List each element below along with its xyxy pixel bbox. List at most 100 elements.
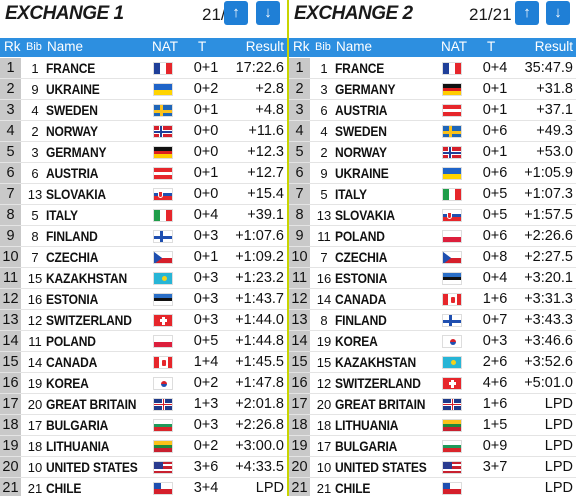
table-row[interactable]: 21 21 CHILE LPD bbox=[289, 478, 576, 496]
penalty-cell: 0+8 bbox=[482, 249, 508, 265]
table-row[interactable]: 14 19 KOREA 0+3 +3:46.6 bbox=[289, 331, 576, 352]
exchange-1-panel: EXCHANGE 1 21/21 ↑ ↓ Rk Bib Name NAT T R… bbox=[0, 0, 287, 496]
penalty-cell: 0+5 bbox=[482, 207, 508, 223]
table-row[interactable]: 8 5 ITALY 0+4 +39.1 bbox=[0, 205, 287, 226]
table-row[interactable]: 4 4 SWEDEN 0+6 +49.3 bbox=[289, 121, 576, 142]
rank-cell: 3 bbox=[0, 100, 21, 120]
flag-icon bbox=[153, 335, 173, 348]
rank-cell: 9 bbox=[0, 226, 21, 246]
team-name: CZECHIA bbox=[46, 249, 99, 265]
rank-cell: 19 bbox=[0, 436, 21, 456]
result-cell: +15.4 bbox=[247, 186, 284, 202]
penalty-cell: 1+3 bbox=[193, 396, 219, 412]
bib-cell: 1 bbox=[31, 61, 39, 76]
table-row[interactable]: 9 8 FINLAND 0+3 +1:07.6 bbox=[0, 226, 287, 247]
penalty-cell: 0+0 bbox=[193, 144, 219, 160]
table-row[interactable]: 19 17 BULGARIA 0+9 LPD bbox=[289, 436, 576, 457]
team-name: UKRAINE bbox=[335, 165, 389, 181]
table-row[interactable]: 4 2 NORWAY 0+0 +11.6 bbox=[0, 121, 287, 142]
table-row[interactable]: 20 10 UNITED STATES 3+6 +4:33.5 bbox=[0, 457, 287, 478]
flag-icon bbox=[153, 377, 173, 390]
table-row[interactable]: 13 12 SWITZERLAND 0+3 +1:44.0 bbox=[0, 310, 287, 331]
table-row[interactable]: 16 19 KOREA 0+2 +1:47.8 bbox=[0, 373, 287, 394]
table-row[interactable]: 8 13 SLOVAKIA 0+5 +1:57.5 bbox=[289, 205, 576, 226]
table-row[interactable]: 19 18 LITHUANIA 0+2 +3:00.0 bbox=[0, 436, 287, 457]
table-row[interactable]: 21 21 CHILE 3+4 LPD bbox=[0, 478, 287, 496]
team-name: BULGARIA bbox=[335, 438, 398, 454]
table-row[interactable]: 10 7 CZECHIA 0+1 +1:09.2 bbox=[0, 247, 287, 268]
flag-icon bbox=[442, 398, 462, 411]
penalty-cell: 0+4 bbox=[482, 60, 508, 76]
bib-cell: 15 bbox=[27, 271, 43, 286]
table-row[interactable]: 3 4 SWEDEN 0+1 +4.8 bbox=[0, 100, 287, 121]
team-name: BULGARIA bbox=[46, 417, 109, 433]
rank-cell: 16 bbox=[289, 373, 310, 393]
table-row[interactable]: 15 14 CANADA 1+4 +1:45.5 bbox=[0, 352, 287, 373]
penalty-cell: 3+4 bbox=[193, 480, 219, 496]
result-cell: +37.1 bbox=[536, 102, 573, 118]
penalty-cell: 0+1 bbox=[193, 102, 219, 118]
flag-icon bbox=[153, 146, 173, 159]
result-cell: +49.3 bbox=[536, 123, 573, 139]
table-row[interactable]: 7 5 ITALY 0+5 +1:07.3 bbox=[289, 184, 576, 205]
rank-cell: 10 bbox=[0, 247, 21, 267]
arrow-up-icon: ↑ bbox=[232, 4, 240, 21]
table-row[interactable]: 13 8 FINLAND 0+7 +3:43.3 bbox=[289, 310, 576, 331]
scroll-up-button[interactable]: ↑ bbox=[224, 1, 248, 25]
flag-icon bbox=[153, 398, 173, 411]
table-row[interactable]: 18 18 LITHUANIA 1+5 LPD bbox=[289, 415, 576, 436]
table-row[interactable]: 14 11 POLAND 0+5 +1:44.8 bbox=[0, 331, 287, 352]
table-row[interactable]: 11 16 ESTONIA 0+4 +3:20.1 bbox=[289, 268, 576, 289]
table-row[interactable]: 17 20 GREAT BRITAIN 1+6 LPD bbox=[289, 394, 576, 415]
table-row[interactable]: 11 15 KAZAKHSTAN 0+3 +1:23.2 bbox=[0, 268, 287, 289]
table-row[interactable]: 1 1 FRANCE 0+4 35:47.9 bbox=[289, 58, 576, 79]
penalty-cell: 0+1 bbox=[482, 81, 508, 97]
flag-icon bbox=[153, 62, 173, 75]
result-cell: +1:47.8 bbox=[235, 375, 284, 391]
rank-cell: 6 bbox=[289, 163, 310, 183]
bib-cell: 2 bbox=[31, 124, 39, 139]
penalty-cell: 3+6 bbox=[193, 459, 219, 475]
table-row[interactable]: 16 12 SWITZERLAND 4+6 +5:01.0 bbox=[289, 373, 576, 394]
header-result: Result bbox=[245, 39, 284, 54]
rank-cell: 8 bbox=[0, 205, 21, 225]
flag-icon bbox=[442, 377, 462, 390]
table-row[interactable]: 3 6 AUSTRIA 0+1 +37.1 bbox=[289, 100, 576, 121]
table-row[interactable]: 1 1 FRANCE 0+1 17:22.6 bbox=[0, 58, 287, 79]
table-row[interactable]: 2 3 GERMANY 0+1 +31.8 bbox=[289, 79, 576, 100]
table-row[interactable]: 5 3 GERMANY 0+0 +12.3 bbox=[0, 142, 287, 163]
result-cell: +2.8 bbox=[255, 81, 284, 97]
table-row[interactable]: 6 9 UKRAINE 0+6 +1:05.9 bbox=[289, 163, 576, 184]
team-name: CANADA bbox=[46, 354, 98, 370]
scroll-up-button[interactable]: ↑ bbox=[515, 1, 539, 25]
table-row[interactable]: 7 13 SLOVAKIA 0+0 +15.4 bbox=[0, 184, 287, 205]
table-row[interactable]: 9 11 POLAND 0+6 +2:26.6 bbox=[289, 226, 576, 247]
team-name: FRANCE bbox=[46, 60, 96, 76]
table-row[interactable]: 2 9 UKRAINE 0+2 +2.8 bbox=[0, 79, 287, 100]
header-t: T bbox=[198, 39, 207, 54]
result-cell: +11.6 bbox=[248, 123, 284, 139]
result-cell: +1:57.5 bbox=[524, 207, 573, 223]
table-row[interactable]: 17 20 GREAT BRITAIN 1+3 +2:01.8 bbox=[0, 394, 287, 415]
penalty-cell: 0+3 bbox=[193, 291, 219, 307]
table-row[interactable]: 6 6 AUSTRIA 0+1 +12.7 bbox=[0, 163, 287, 184]
table-header: Rk Bib Name NAT T Result bbox=[289, 38, 576, 57]
result-cell: LPD bbox=[544, 396, 573, 412]
table-row[interactable]: 5 2 NORWAY 0+1 +53.0 bbox=[289, 142, 576, 163]
results-list: 1 1 FRANCE 0+4 35:47.9 2 3 GERMANY 0+1 +31.8 3 6 AUS… bbox=[289, 58, 576, 496]
result-cell: +53.0 bbox=[536, 144, 573, 160]
team-name: KAZAKHSTAN bbox=[46, 270, 128, 286]
bib-cell: 20 bbox=[316, 397, 332, 412]
flag-icon bbox=[153, 209, 173, 222]
table-row[interactable]: 18 17 BULGARIA 0+3 +2:26.8 bbox=[0, 415, 287, 436]
table-row[interactable]: 20 10 UNITED STATES 3+7 LPD bbox=[289, 457, 576, 478]
table-row[interactable]: 10 7 CZECHIA 0+8 +2:27.5 bbox=[289, 247, 576, 268]
header-bib: Bib bbox=[315, 41, 331, 53]
rank-cell: 15 bbox=[0, 352, 21, 372]
scroll-down-button[interactable]: ↓ bbox=[546, 1, 570, 25]
table-row[interactable]: 12 14 CANADA 1+6 +3:31.3 bbox=[289, 289, 576, 310]
table-row[interactable]: 15 15 KAZAKHSTAN 2+6 +3:52.6 bbox=[289, 352, 576, 373]
penalty-cell: 0+6 bbox=[482, 123, 508, 139]
table-row[interactable]: 12 16 ESTONIA 0+3 +1:43.7 bbox=[0, 289, 287, 310]
scroll-down-button[interactable]: ↓ bbox=[256, 1, 280, 25]
